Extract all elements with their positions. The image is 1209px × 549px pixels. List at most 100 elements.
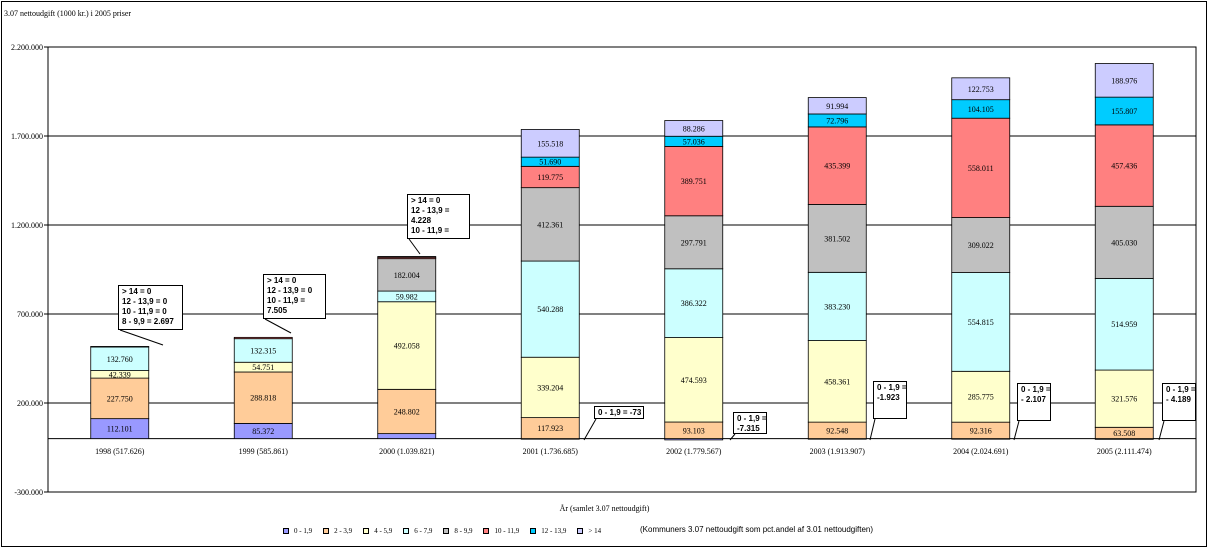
- legend-label: 10 - 11,9: [494, 527, 520, 535]
- data-label: 92.316: [970, 426, 992, 435]
- bar-segment: [951, 370, 1011, 423]
- bar-segment: [233, 371, 293, 424]
- x-tick-label: 2002 (1.779.567): [666, 447, 722, 456]
- bar-segment: [520, 129, 580, 158]
- data-label: 155.518: [537, 139, 563, 148]
- data-label: 132.760: [107, 355, 133, 364]
- data-label: 119.775: [537, 173, 563, 182]
- data-label: 458.361: [824, 377, 850, 386]
- bar-segment: [90, 377, 150, 420]
- bar-segment: [90, 346, 150, 348]
- bar-segment: [520, 187, 580, 262]
- x-tick-label: 2000 (1.039.821): [379, 447, 435, 456]
- callout-leader: [408, 238, 421, 255]
- legend-label: 12 - 13,9: [541, 527, 567, 535]
- legend-item: 4 - 5,9: [363, 527, 392, 535]
- bar-segment: [1094, 369, 1154, 428]
- data-label: 474.593: [681, 376, 707, 385]
- callout-leader: [264, 318, 292, 334]
- data-label: 63.508: [1113, 429, 1135, 438]
- legend-swatch: [283, 528, 289, 534]
- data-label: 117.923: [537, 424, 563, 433]
- legend-label: > 14: [588, 527, 602, 535]
- bar-segment: [377, 258, 437, 292]
- data-label: 386.322: [681, 299, 707, 308]
- legend-label: 4 - 5,9: [374, 527, 393, 535]
- legend-item: 6 - 7,9: [403, 527, 432, 535]
- bar-segment: [1094, 96, 1154, 126]
- x-axis-label: År (samlet 3.07 nettoudgift): [559, 504, 650, 513]
- callout-leader: [583, 418, 597, 441]
- x-tick-label: 2003 (1.913.907): [810, 447, 866, 456]
- y-axis-label: 3.07 nettoudgift (1000 kr.) i 2005 prise…: [4, 9, 132, 18]
- bar-segment: [1094, 124, 1154, 207]
- legend-item: 10 - 11,9: [483, 527, 519, 535]
- data-label: 288.818: [250, 394, 276, 403]
- data-label: 339.204: [537, 383, 563, 392]
- y-tick-label: 200.000: [17, 399, 43, 408]
- legend-label: 2 - 3,9: [334, 527, 353, 535]
- legend-swatch: [443, 528, 450, 534]
- callout-annotation: 0 - 1,9 = - 2.107: [1017, 383, 1051, 421]
- legend-item: 2 - 3,9: [323, 527, 352, 535]
- data-label: 104.105: [968, 105, 994, 114]
- chart-note: (Kommuners 3.07 nettoudgift som pct.ande…: [640, 525, 874, 534]
- x-tick-label: 2004 (2.024.691): [953, 447, 1009, 456]
- legend-label: 0 - 1,9: [294, 527, 313, 535]
- bar-segment: [664, 120, 724, 137]
- y-tick-label: 2.200.000: [11, 43, 43, 52]
- bar-segment: [664, 268, 724, 338]
- callout-annotation: 0 - 1,9 = - 4.189: [1162, 383, 1196, 421]
- data-label: 57.036: [683, 137, 705, 146]
- data-label: 188.976: [1111, 76, 1137, 85]
- bar-segment: [377, 256, 437, 258]
- x-tick-label: 2005 (2.111.474): [1097, 447, 1152, 456]
- callout-leader: [1013, 420, 1020, 441]
- callout-leader: [1158, 420, 1165, 441]
- legend-item: 8 - 9,9: [443, 527, 472, 535]
- data-label: 88.286: [683, 124, 705, 133]
- data-label: 132.315: [250, 346, 276, 355]
- data-label: 85.372: [252, 427, 274, 436]
- bar-segment: [377, 433, 437, 439]
- data-label: 389.751: [681, 177, 707, 186]
- legend-item: 0 - 1,9: [283, 527, 312, 535]
- data-label: 112.101: [107, 425, 133, 434]
- callout-leader: [869, 418, 876, 441]
- data-label: 457.436: [1111, 162, 1137, 171]
- data-label: 54.751: [252, 363, 274, 372]
- data-label: 93.103: [683, 426, 705, 435]
- bar-segment: [664, 146, 724, 217]
- x-tick-label: 1998 (517.626): [95, 447, 145, 456]
- legend-label: 6 - 7,9: [414, 527, 433, 535]
- legend-item: 12 - 13,9: [530, 527, 566, 535]
- bar-segment: [807, 97, 867, 115]
- data-label: 435.399: [824, 162, 850, 171]
- data-label: 42.339: [109, 370, 131, 379]
- data-label: 309.022: [968, 241, 994, 250]
- bar-segment: [664, 337, 724, 423]
- y-tick-label: -300.000: [14, 488, 43, 497]
- bar-segment: [377, 301, 437, 390]
- data-label: 381.502: [824, 234, 850, 243]
- data-label: 155.807: [1111, 107, 1137, 116]
- callout-leader: [729, 433, 736, 441]
- data-label: 182.004: [394, 271, 420, 280]
- legend: 0 - 1,9 2 - 3,9 4 - 5,9 6 - 7,9 8 - 9,9 10 - …: [283, 527, 612, 535]
- x-tick-label: 2001 (1.736.685): [523, 447, 579, 456]
- data-label: 59.982: [396, 292, 418, 301]
- bar-segment: [1094, 205, 1154, 279]
- bar-segment: [233, 336, 293, 340]
- plot-area: [47, 46, 1197, 493]
- data-label: 51.690: [539, 158, 561, 167]
- y-tick-label: 700.000: [17, 310, 43, 319]
- data-label: 383.230: [824, 302, 850, 311]
- bar-segment: [951, 272, 1011, 372]
- bar-segment: [807, 204, 867, 273]
- bar-segment: [664, 215, 724, 270]
- bar-segment: [807, 126, 867, 205]
- data-label: 122.753: [968, 85, 994, 94]
- data-label: 321.576: [1111, 395, 1137, 404]
